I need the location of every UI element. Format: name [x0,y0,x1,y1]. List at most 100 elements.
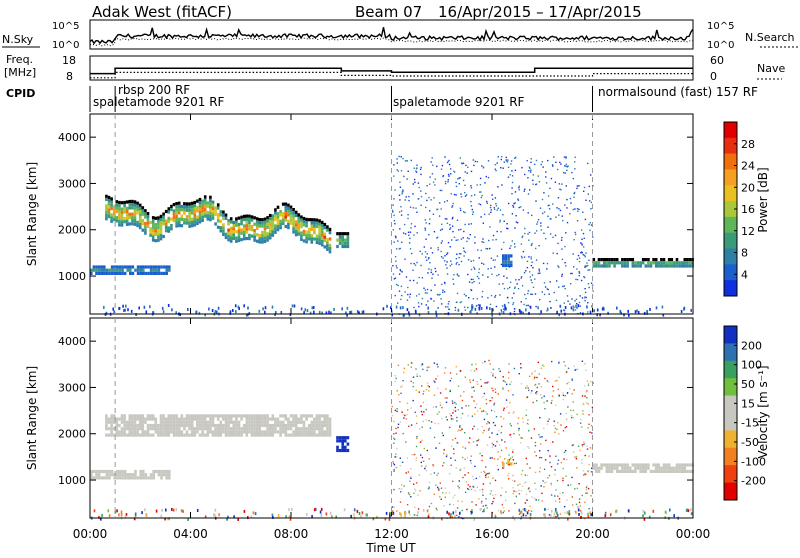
echo-cell [686,469,689,473]
scatter-cell [502,511,504,514]
scatter-cell [394,409,397,412]
near-range-cell [238,307,240,311]
scatter-cell [438,294,440,296]
echo-cell [209,205,212,209]
scatter-cell [530,510,533,512]
echo-cell [323,414,327,418]
scatter-cell [500,248,503,250]
scatter-cell [535,488,537,490]
scatter-cell [400,484,403,486]
scatter-cell [487,381,489,383]
echo-cell [255,233,259,237]
scatter-cell [460,196,463,198]
echo-cell [229,230,233,234]
echo-cell [245,433,249,437]
echo-cell [292,430,295,434]
near-range-cell [596,313,598,317]
echo-cell [159,227,163,231]
echo-cell [105,271,109,275]
scatter-cell [463,211,465,213]
scatter-cell [535,183,537,186]
scatter-cell [478,271,480,274]
echo-cell [151,427,155,431]
scatter-cell [508,371,510,374]
near-range-cell [427,515,430,519]
x-tick-label: 04:00 [173,527,208,541]
echo-cell [177,211,181,215]
echo-cell [206,414,210,418]
echo-cell [224,213,228,217]
echo-cell [103,469,106,474]
echo-cell [128,417,132,421]
echo-cell [235,420,238,424]
scatter-cell [510,160,513,162]
scatter-cell [478,282,481,284]
echo-cell [95,271,98,275]
echo-cell [90,268,93,272]
scatter-cell [472,485,474,488]
scatter-cell [522,485,524,487]
echo-cell [313,231,316,235]
near-range-cell [277,514,280,518]
echo-cell [227,420,230,424]
echo-cell [190,417,194,421]
scatter-cell [514,286,516,288]
echo-cell [268,226,272,230]
echo-cell [149,433,152,437]
echo-cell [268,213,272,218]
scatter-cell [416,514,418,517]
scatter-cell [453,448,455,450]
echo-cell [289,221,293,225]
scatter-cell [454,494,456,497]
scatter-cell [392,462,395,465]
scatter-cell [538,181,541,183]
echo-cell [237,226,241,230]
echo-cell [216,212,220,217]
scatter-cell [454,459,457,461]
echo-cell [263,420,267,424]
echo-cell [123,220,126,224]
echo-cell [250,423,254,428]
echo-cell [266,219,269,223]
echo-cell [315,420,319,424]
scatter-cell [472,278,474,281]
near-range-cell [161,306,164,310]
echo-cell [305,414,308,418]
scatter-cell [461,163,463,165]
scatter-cell [509,174,511,176]
colorbar-swatch [724,280,737,297]
scatter-cell [470,223,472,225]
scatter-cell [496,230,498,233]
echo-cell [144,417,147,421]
scatter-cell [400,156,402,158]
echo-cell [133,427,137,431]
scatter-cell [416,164,418,166]
scatter-cell [588,455,590,457]
echo-cell [120,207,124,211]
near-range-cell [587,512,589,516]
echo-cell [188,215,191,219]
scatter-cell [444,496,446,498]
scatter-cell [455,194,457,196]
echo-cell [268,427,272,431]
echo-cell [263,233,267,237]
scatter-cell [584,363,586,365]
scatter-cell [547,226,549,228]
echo-cell [509,260,513,264]
echo-cell [198,210,202,214]
scatter-cell [433,380,436,382]
scatter-cell [475,368,478,370]
echo-cell [219,213,223,217]
scatter-cell [436,413,439,415]
echo-cell [112,211,116,215]
scatter-cell [426,292,428,294]
scatter-cell [476,184,478,186]
near-range-cell [264,306,267,310]
echo-cell [276,218,280,222]
scatter-cell [502,308,505,310]
echo-cell [281,423,285,428]
scatter-cell [502,409,505,411]
scatter-cell [446,252,449,254]
scatter-cell [568,510,571,512]
